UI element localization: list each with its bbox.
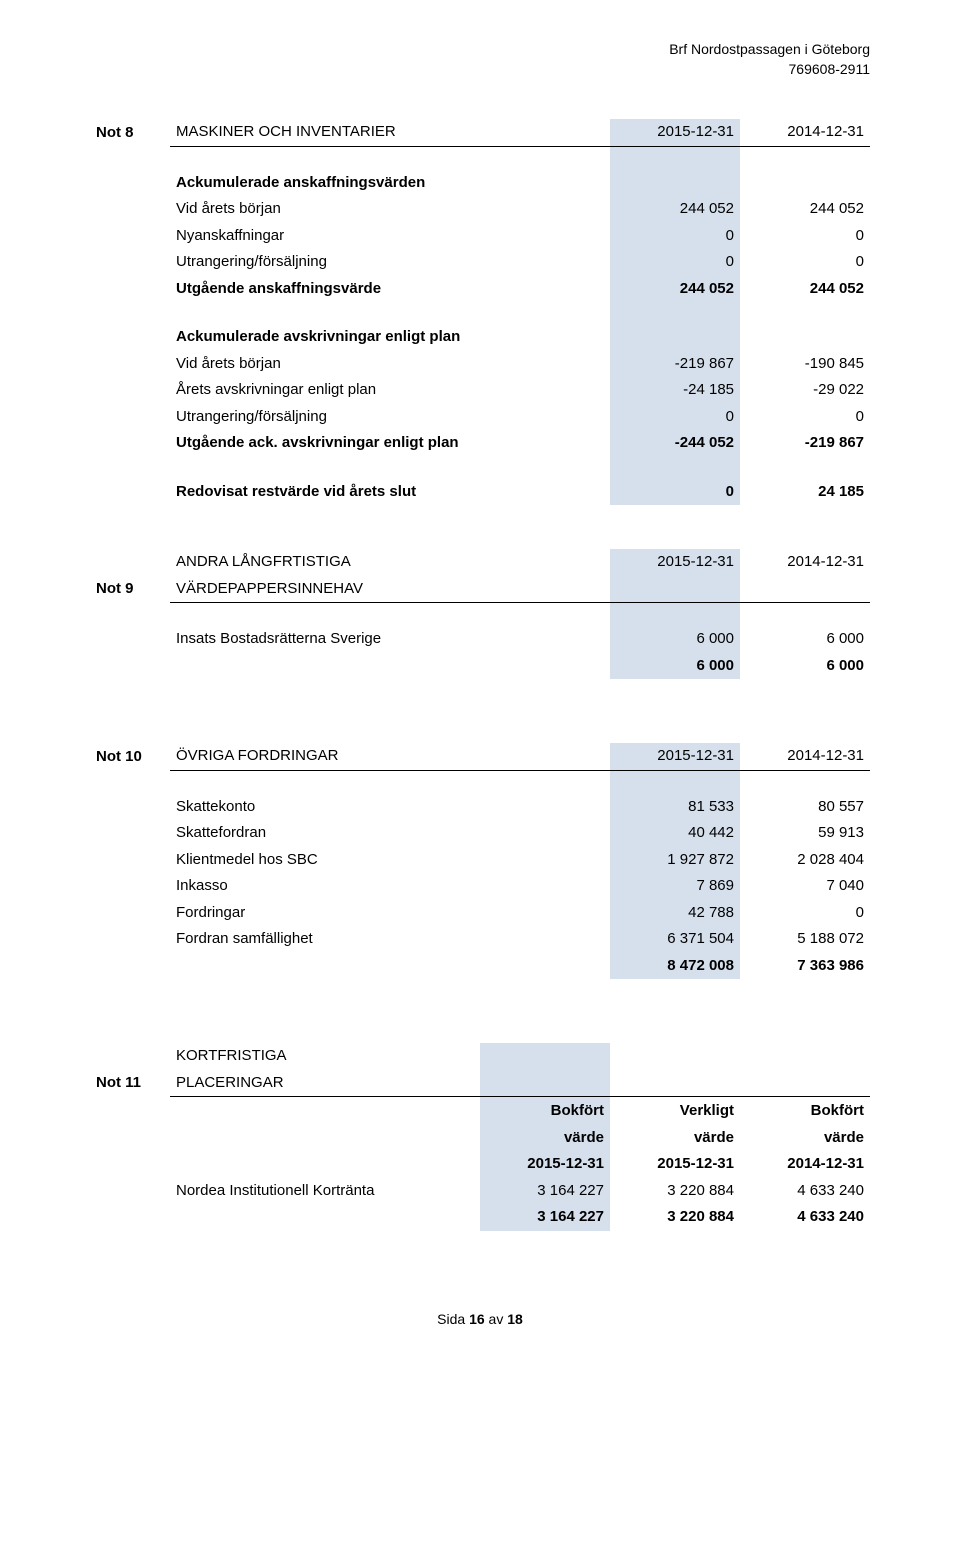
not8-col1: 2015-12-31: [610, 119, 740, 146]
not9-sum-v2: 6 000: [740, 653, 870, 680]
not11-title-line2: PLACERINGAR: [170, 1070, 480, 1097]
not8-result-label: Redovisat restvärde vid årets slut: [170, 479, 610, 506]
not9-col1: 2015-12-31: [610, 549, 740, 576]
table-row-value: 40 442: [610, 820, 740, 847]
not11-head-c1-l2: värde: [480, 1125, 610, 1152]
footer-total: 18: [507, 1311, 523, 1327]
table-row-value: 81 533: [610, 794, 740, 821]
not8-section1-title: Ackumulerade anskaffningsvärden: [170, 170, 610, 197]
table-row-label: Utrangering/försäljning: [170, 404, 610, 431]
table-row-label: Vid årets början: [170, 351, 610, 378]
not9-title-line1: ANDRA LÅNGFRTISTIGA: [170, 549, 610, 576]
not8-sum1-v1: 244 052: [610, 276, 740, 303]
table-row-value: 0: [610, 223, 740, 250]
table-row-label: Klientmedel hos SBC: [170, 847, 610, 874]
table-row-value: 4 633 240: [740, 1178, 870, 1205]
table-row-label: Fordran samfällighet: [170, 926, 610, 953]
table-row-value: -190 845: [740, 351, 870, 378]
table-row-value: 7 869: [610, 873, 740, 900]
table-row-value: -29 022: [740, 377, 870, 404]
not8-result-v2: 24 185: [740, 479, 870, 506]
not11-head-c1-l3: 2015-12-31: [480, 1151, 610, 1178]
not8-sum2-label: Utgående ack. avskrivningar enligt plan: [170, 430, 610, 457]
table-row-value: 7 040: [740, 873, 870, 900]
not8-sum1-v2: 244 052: [740, 276, 870, 303]
not8-sum2-v2: -219 867: [740, 430, 870, 457]
not9-sum-v1: 6 000: [610, 653, 740, 680]
table-row-value: 244 052: [610, 196, 740, 223]
not10-table: Not 10 ÖVRIGA FORDRINGAR 2015-12-31 2014…: [90, 743, 870, 1043]
not10-id: Not 10: [90, 743, 170, 770]
table-row-value: 0: [740, 249, 870, 276]
table-row-value: 5 188 072: [740, 926, 870, 953]
table-row-value: 0: [740, 404, 870, 431]
page-footer: Sida 16 av 18: [90, 1311, 870, 1327]
org-name: Brf Nordostpassagen i Göteborg: [90, 40, 870, 60]
table-row-value: 6 000: [740, 626, 870, 653]
table-row-label: Nordea Institutionell Kortränta: [170, 1178, 480, 1205]
table-row-label: Fordringar: [170, 900, 610, 927]
table-row-label: Utrangering/försäljning: [170, 249, 610, 276]
not8-id: Not 8: [90, 119, 170, 146]
not9-col2: 2014-12-31: [740, 549, 870, 576]
not9-table: Not 9 ANDRA LÅNGFRTISTIGA 2015-12-31 201…: [90, 549, 870, 743]
table-row-value: 0: [610, 249, 740, 276]
table-row-value: 59 913: [740, 820, 870, 847]
table-row-value: 42 788: [610, 900, 740, 927]
not8-result-v1: 0: [610, 479, 740, 506]
table-row-label: Inkasso: [170, 873, 610, 900]
not8-section2-title: Ackumulerade avskrivningar enligt plan: [170, 324, 610, 351]
table-row-value: 0: [610, 404, 740, 431]
not11-head-c2-l2: värde: [610, 1125, 740, 1152]
not10-col2: 2014-12-31: [740, 743, 870, 770]
table-row-value: 3 164 227: [480, 1178, 610, 1205]
table-row-value: -24 185: [610, 377, 740, 404]
document-page: Brf Nordostpassagen i Göteborg 769608-29…: [0, 0, 960, 1367]
not11-head-c2-l1: Verkligt: [610, 1098, 740, 1125]
not11-head-c1-l1: Bokfört: [480, 1098, 610, 1125]
not8-sum2-v1: -244 052: [610, 430, 740, 457]
table-row-label: Vid årets början: [170, 196, 610, 223]
footer-prefix: Sida: [437, 1311, 469, 1327]
table-row-value: 6 371 504: [610, 926, 740, 953]
not8-sum1-label: Utgående anskaffningsvärde: [170, 276, 610, 303]
not10-col1: 2015-12-31: [610, 743, 740, 770]
not8-title: MASKINER OCH INVENTARIER: [170, 119, 610, 146]
org-number: 769608-2911: [90, 60, 870, 80]
not11-sum-v1: 3 164 227: [480, 1204, 610, 1231]
footer-middle: av: [485, 1311, 508, 1327]
not11-title-line1: KORTFRISTIGA: [170, 1043, 480, 1070]
table-row-value: 1 927 872: [610, 847, 740, 874]
table-row-value: 3 220 884: [610, 1178, 740, 1205]
table-row-label: Skattefordran: [170, 820, 610, 847]
table-row-label: Nyanskaffningar: [170, 223, 610, 250]
not11-head-c3-l2: värde: [740, 1125, 870, 1152]
not10-title: ÖVRIGA FORDRINGAR: [170, 743, 610, 770]
not8-table: Not 8 MASKINER OCH INVENTARIER 2015-12-3…: [90, 119, 870, 549]
not8-col2: 2014-12-31: [740, 119, 870, 146]
table-row-value: -219 867: [610, 351, 740, 378]
not10-sum-v2: 7 363 986: [740, 953, 870, 980]
not11-sum-v2: 3 220 884: [610, 1204, 740, 1231]
table-row-value: 6 000: [610, 626, 740, 653]
table-row-label: Årets avskrivningar enligt plan: [170, 377, 610, 404]
table-row-value: 2 028 404: [740, 847, 870, 874]
not11-sum-v3: 4 633 240: [740, 1204, 870, 1231]
not11-id: Not 11: [90, 1043, 170, 1097]
not11-head-c2-l3: 2015-12-31: [610, 1151, 740, 1178]
table-row-label: Skattekonto: [170, 794, 610, 821]
table-row-value: 0: [740, 900, 870, 927]
not9-title-line2: VÄRDEPAPPERSINNEHAV: [170, 576, 610, 603]
not11-head-c3-l3: 2014-12-31: [740, 1151, 870, 1178]
not10-sum-v1: 8 472 008: [610, 953, 740, 980]
not9-id: Not 9: [90, 549, 170, 603]
not11-head-c3-l1: Bokfört: [740, 1098, 870, 1125]
document-header: Brf Nordostpassagen i Göteborg 769608-29…: [90, 40, 870, 79]
table-row-value: 0: [740, 223, 870, 250]
table-row-value: 80 557: [740, 794, 870, 821]
table-row-value: 244 052: [740, 196, 870, 223]
table-row-label: Insats Bostadsrätterna Sverige: [170, 626, 610, 653]
footer-page: 16: [469, 1311, 485, 1327]
not11-table: Not 11 KORTFRISTIGA PLACERINGAR Bokfört …: [90, 1043, 870, 1231]
